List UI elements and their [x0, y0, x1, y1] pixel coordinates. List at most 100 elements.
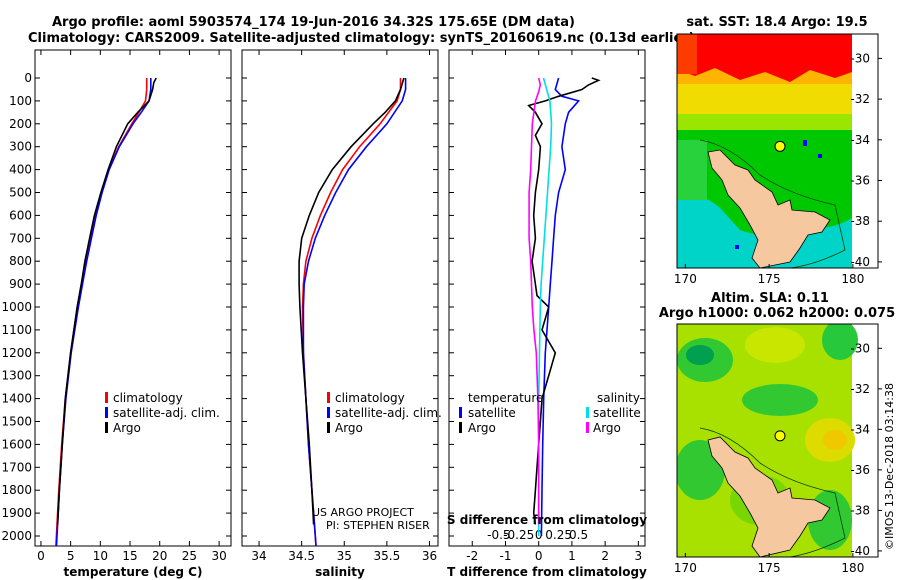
- x-tick-label: 10: [93, 549, 108, 563]
- salinity-legend: climatology satellite-adj. clim. Argo: [327, 391, 442, 435]
- x-tick-label: 0: [535, 549, 543, 563]
- depth-tick-label: 2000: [1, 529, 32, 543]
- sla-map-frame: [676, 323, 879, 558]
- depth-tick-label: 1000: [1, 300, 32, 314]
- lat-tick-label: -30: [850, 51, 870, 65]
- legend-satellite-marker: [327, 407, 330, 418]
- lat-tick-label: -34: [850, 422, 870, 436]
- s-difference-label: S difference from climatology: [447, 513, 647, 527]
- temperature-legend: climatology satellite-adj. clim. Argo: [105, 391, 220, 435]
- s-difference-tick-label: -0.25: [503, 528, 534, 542]
- sla-map-field: [677, 324, 878, 557]
- difference-depth-ticks: [449, 77, 645, 537]
- legend-s-argo-marker: [586, 422, 589, 433]
- difference-legend: temperature satellite Argo salinity sate…: [459, 391, 641, 435]
- legend-argo-marker: [327, 422, 330, 433]
- depth-tick-label: 800: [9, 254, 32, 268]
- x-tick-label: 34: [251, 549, 266, 563]
- legend-s-argo-label: Argo: [593, 421, 621, 435]
- lat-tick-label: -32: [850, 92, 870, 106]
- s-difference-axis-ticks: -0.5-0.25 0 0.250.5: [487, 528, 588, 542]
- legend-argo-label: Argo: [335, 421, 363, 435]
- lon-tick-label: 180: [841, 272, 864, 286]
- sst-map-title: sat. SST: 18.4 Argo: 19.5: [686, 15, 867, 30]
- salinity-depth-ticks: [242, 77, 438, 537]
- t-difference-axis-ticks: -2 -1 0 1 2 3: [466, 50, 642, 563]
- depth-axis-ticks: 0 100 200 300 400 500 600 700 800 900 1000 1100 1200…: [1, 71, 231, 543]
- x-tick-label: 1: [568, 549, 576, 563]
- legend-climatology-label: climatology: [335, 391, 405, 405]
- legend-satellite-label: satellite-adj. clim.: [113, 406, 220, 420]
- legend-climatology-label: climatology: [113, 391, 183, 405]
- depth-tick-label: 500: [9, 186, 32, 200]
- sst-map-panel: sat. SST: 18.4 Argo: 19.5 170 175 180 -30 -…: [674, 15, 882, 286]
- salinity-xlabel: salinity: [315, 565, 365, 579]
- legend-t-satellite-label: satellite: [468, 406, 516, 420]
- x-tick-label: 35.5: [374, 549, 401, 563]
- lon-tick-label: 175: [758, 272, 781, 286]
- depth-tick-label: 1500: [1, 415, 32, 429]
- legend-t-argo-marker: [459, 422, 462, 433]
- imos-credit: ©IMOS 13-Dec-2018 03:14:38: [883, 383, 896, 550]
- x-tick-label: -2: [466, 549, 478, 563]
- legend-t-satellite-marker: [459, 407, 462, 418]
- depth-tick-label: 100: [9, 94, 32, 108]
- sst-map-frame: [676, 33, 879, 269]
- depth-tick-label: 1900: [1, 506, 32, 520]
- legend-argo-marker: [105, 422, 108, 433]
- t-difference-xlabel: T difference from climatology: [447, 565, 647, 579]
- lon-tick-label: 170: [674, 561, 697, 575]
- series-argo: [298, 77, 405, 525]
- salinity-axis-ticks: 34 34.5 35 35.5 36: [251, 50, 437, 563]
- depth-tick-label: 1400: [1, 392, 32, 406]
- float-position-marker: [774, 140, 786, 152]
- north-island-land: [707, 149, 831, 268]
- lat-tick-label: -40: [850, 544, 870, 558]
- x-tick-label: 15: [122, 549, 137, 563]
- north-island-land: [707, 436, 831, 557]
- lon-tick-label: 170: [674, 272, 697, 286]
- legend-climatology-marker: [105, 392, 108, 403]
- sla-map-subtitle: Argo h1000: 0.062 h2000: 0.075: [659, 306, 895, 321]
- depth-tick-label: 600: [9, 208, 32, 222]
- temperature-axes-frame: [34, 49, 232, 547]
- series-salinity-argo: [528, 77, 542, 525]
- depth-tick-label: 300: [9, 140, 32, 154]
- lat-tick-label: -32: [850, 382, 870, 396]
- x-tick-label: 36: [422, 549, 437, 563]
- credit-project: US ARGO PROJECT: [312, 506, 414, 519]
- depth-tick-label: 400: [9, 163, 32, 177]
- depth-tick-label: 1200: [1, 346, 32, 360]
- credit-pi: PI: STEPHEN RISER: [326, 519, 430, 532]
- depth-tick-label: 0: [24, 71, 32, 85]
- legend-climatology-marker: [327, 392, 330, 403]
- legend-satellite-label: satellite-adj. clim.: [335, 406, 442, 420]
- depth-tick-label: 700: [9, 231, 32, 245]
- sst-map-lon-ticks: 170 175 180: [674, 264, 864, 286]
- x-tick-label: 34.5: [288, 549, 315, 563]
- temperature-panel: 0100200300400500600700800900100011001200…: [1, 49, 232, 579]
- legend-salinity-title: salinity: [597, 391, 640, 405]
- temperature-axis-ticks: 0 5 10 15 20 25 30: [37, 50, 227, 563]
- x-tick-label: 25: [182, 549, 197, 563]
- depth-tick-label: 1700: [1, 460, 32, 474]
- lat-tick-label: -38: [850, 503, 870, 517]
- temperature-xlabel: temperature (deg C): [64, 565, 203, 579]
- difference-panel: -2 -1 0 1 2 3 -0.5-0.25 0 0.250.5 T difference …: [447, 49, 647, 579]
- series-argo: [56, 77, 157, 525]
- legend-s-satellite-marker: [586, 407, 589, 418]
- legend-t-argo-label: Argo: [468, 421, 496, 435]
- lon-tick-label: 180: [841, 561, 864, 575]
- lat-tick-label: -40: [850, 255, 870, 269]
- difference-axes-frame: [448, 49, 646, 547]
- sst-map-lat-ticks: -30 -32 -34 -36 -38 -40: [850, 51, 882, 269]
- legend-satellite-marker: [105, 407, 108, 418]
- x-tick-label: 3: [635, 549, 643, 563]
- salinity-panel: 34 34.5 35 35.5 36 salinity climatology sate…: [241, 49, 442, 579]
- depth-tick-label: 1600: [1, 437, 32, 451]
- sla-map-lon-ticks: 170 175 180: [674, 553, 864, 575]
- temperature-lines: [55, 77, 157, 546]
- float-position-marker: [774, 430, 786, 442]
- x-tick-label: 30: [211, 549, 226, 563]
- legend-temperature-title: temperature: [468, 391, 543, 405]
